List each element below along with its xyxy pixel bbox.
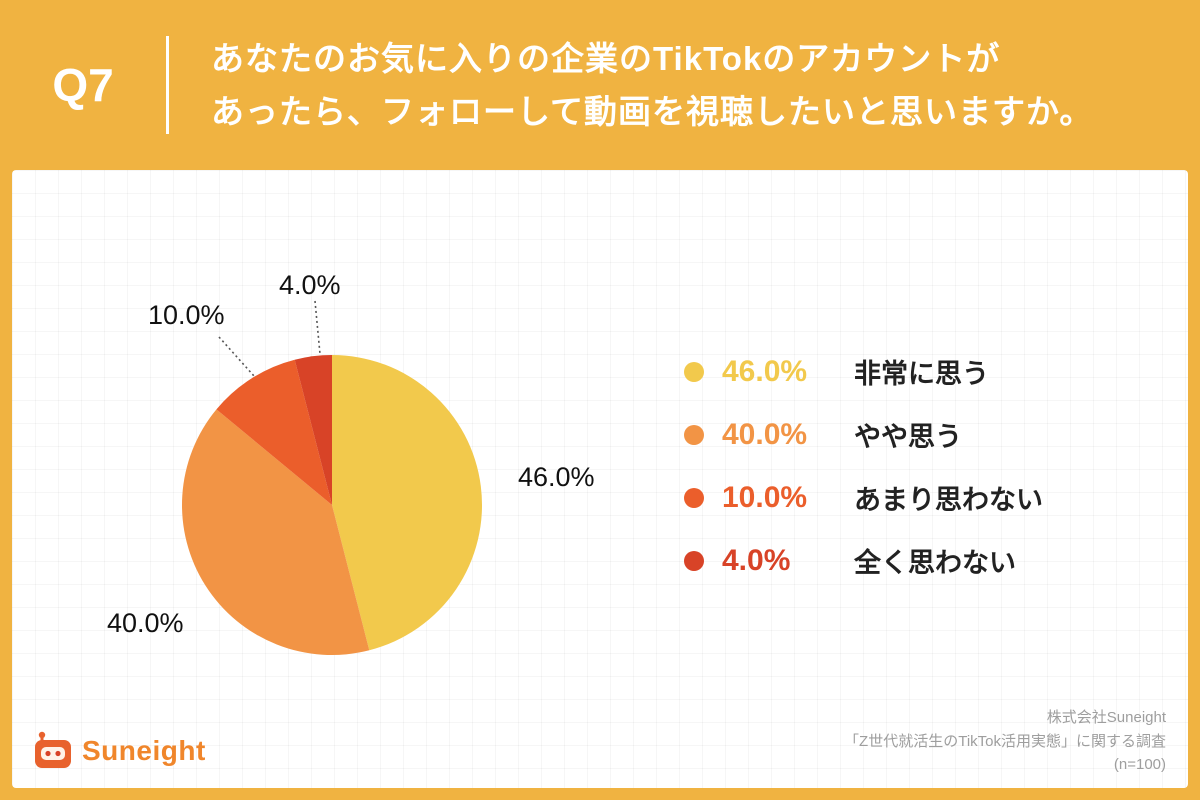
pie-slice-4 [294,355,332,505]
legend-swatch-4 [684,550,704,571]
legend-item-2: 40.0% やや思う [684,403,1043,466]
legend-label-1: 非常に思う [854,359,989,389]
header-divider [166,36,169,134]
question-title-line2: あったら、フォローして動画を視聴したいと思いますか。 [211,93,1094,130]
legend-item-4: 4.0% 全く思わない [684,529,1043,592]
question-number: Q7 [52,59,114,111]
pie-slice-3 [216,359,332,505]
pie-label-slice-4: 4.0% [279,270,341,300]
legend-label-2: やや思う [854,422,962,452]
source-credit-line1: 株式会社Suneight [1046,709,1166,727]
legend-label-4: 全く思わない [854,548,1016,578]
legend: 46.0% 非常に思う 40.0% やや思う 10.0% あまり思わない 4.0… [684,340,1043,592]
pie-label-slice-1: 46.0% [518,462,595,492]
header: Q7 あなたのお気に入りの企業のTikTokのアカウントが あったら、フォローし… [0,0,1200,170]
source-credit: 株式会社Suneight 「Z世代就活生のTikTok活用実態」に関する調査 (… [844,706,1166,776]
pie-chart [181,355,483,656]
legend-percentage-3: 10.0% [722,480,808,514]
legend-percentage-1: 46.0% [722,354,808,388]
suneight-logo-text: Suneight [82,735,206,766]
pie-slice-1 [332,355,483,651]
chart-card: 46.0% 40.0% 10.0% 4.0% 46.0% 非常に思う 40.0%… [12,170,1188,788]
question-title: あなたのお気に入りの企業のTikTokのアカウントが あったら、フォローして動画… [211,32,1093,139]
legend-item-3: 10.0% あまり思わない [684,466,1043,529]
legend-swatch-3 [684,487,704,508]
legend-item-1: 46.0% 非常に思う [684,340,1043,403]
suneight-logo-icon [35,731,71,768]
legend-percentage-4: 4.0% [722,543,791,577]
pie-label-slice-2: 40.0% [107,608,184,638]
legend-label-3: あまり思わない [854,485,1043,515]
question-title-line1: あなたのお気に入りの企業のTikTokのアカウントが [211,39,1001,77]
legend-percentage-2: 40.0% [722,417,808,451]
pie-label-slice-3: 10.0% [148,300,225,330]
suneight-logo: Suneight [32,730,206,772]
source-credit-line3: (n=100) [1113,755,1166,773]
source-credit-line2: 「Z世代就活生のTikTok活用実態」に関する調査 [844,732,1166,750]
legend-swatch-1 [684,361,704,382]
pie-slice-2 [181,409,370,656]
legend-swatch-2 [684,424,704,445]
